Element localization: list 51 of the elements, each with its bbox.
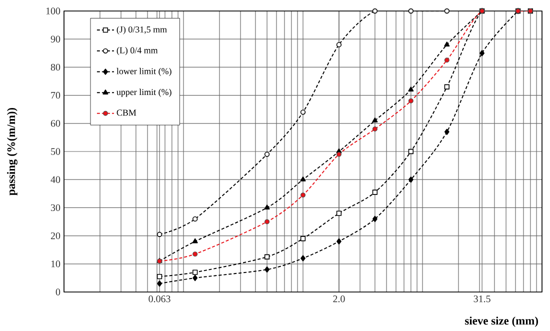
point bbox=[408, 176, 414, 183]
point bbox=[408, 98, 414, 104]
legend-label: CBM bbox=[116, 110, 136, 116]
point bbox=[444, 84, 450, 90]
legend-label: (J) 0/31,5 mm bbox=[116, 26, 167, 34]
point bbox=[372, 216, 378, 222]
point bbox=[300, 192, 306, 198]
point bbox=[408, 86, 414, 92]
y-tick-label: 50 bbox=[51, 148, 60, 155]
point bbox=[372, 8, 378, 14]
point bbox=[300, 176, 306, 182]
x-tick-label: 31.5 bbox=[474, 296, 490, 302]
x-tick-label: 2.0 bbox=[333, 296, 345, 302]
y-tick-label: 80 bbox=[50, 64, 60, 71]
point bbox=[336, 152, 342, 157]
y-tick-label: 20 bbox=[50, 232, 60, 240]
point bbox=[300, 236, 306, 242]
point bbox=[408, 8, 414, 14]
y-tick-label: 40 bbox=[50, 176, 60, 183]
point bbox=[444, 128, 450, 135]
point bbox=[264, 254, 270, 260]
legend-label: upper limit (%) bbox=[116, 88, 172, 97]
y-tick-label: 0 bbox=[56, 288, 60, 296]
point bbox=[336, 210, 342, 216]
y-tick-label: 100 bbox=[46, 8, 60, 14]
legend-label: (L) 0/4 mm bbox=[116, 47, 158, 56]
y-tick-label: 30 bbox=[51, 204, 60, 212]
y-axis-title: passing (%(m/m)) bbox=[6, 108, 18, 196]
point bbox=[444, 42, 450, 47]
point bbox=[372, 118, 378, 122]
point bbox=[408, 148, 414, 154]
point bbox=[336, 42, 342, 48]
point bbox=[300, 110, 306, 115]
x-tick-label: 0.063 bbox=[148, 296, 170, 302]
x-axis-title: sieve size (mm) bbox=[465, 316, 538, 327]
point bbox=[372, 126, 378, 132]
point bbox=[480, 50, 484, 56]
point bbox=[372, 190, 378, 195]
point bbox=[264, 219, 270, 224]
legend-label: lower limit (%) bbox=[116, 68, 172, 76]
y-tick-label: 70 bbox=[51, 92, 60, 99]
point bbox=[300, 255, 306, 262]
point bbox=[444, 58, 450, 63]
y-tick-label: 90 bbox=[50, 36, 60, 42]
point bbox=[336, 238, 342, 245]
y-tick-label: 60 bbox=[50, 120, 60, 127]
point bbox=[444, 8, 450, 14]
y-tick-label: 10 bbox=[51, 260, 60, 268]
point bbox=[264, 204, 270, 210]
point bbox=[264, 152, 270, 157]
point bbox=[264, 266, 270, 273]
